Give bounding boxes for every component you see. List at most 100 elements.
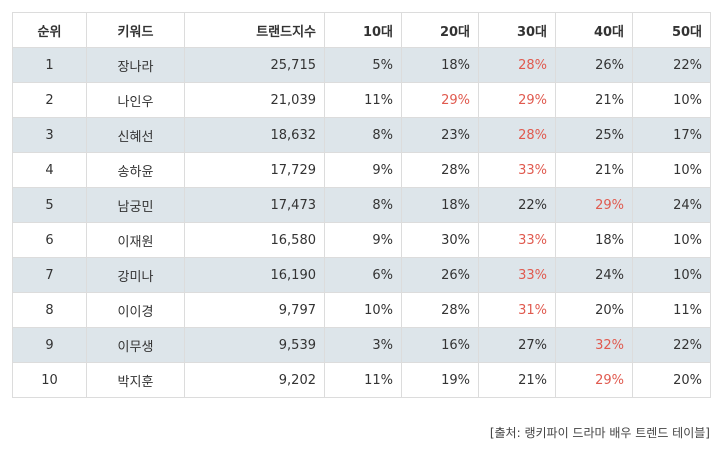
cell-trend-index: 17,729 — [184, 152, 325, 188]
header-age-30s: 30대 — [478, 12, 556, 48]
cell-age-40s: 21% — [555, 152, 633, 188]
cell-age-40s: 18% — [555, 222, 633, 258]
cell-age-20s: 19% — [401, 362, 479, 398]
cell-age-40s: 24% — [555, 257, 633, 293]
trend-ranking-table: 순위 키워드 트랜드지수 10대 20대 30대 40대 50대 1 장나라 25,… — [12, 12, 711, 398]
cell-keyword: 장나라 — [86, 47, 185, 83]
cell-age-20s: 28% — [401, 152, 479, 188]
cell-age-30s: 28% — [478, 47, 556, 83]
cell-age-10s: 10% — [324, 292, 402, 328]
header-age-40s: 40대 — [555, 12, 633, 48]
cell-age-40s: 20% — [555, 292, 633, 328]
cell-trend-index: 18,632 — [184, 117, 325, 153]
cell-age-40s: 29% — [555, 187, 633, 223]
table-body: 1 장나라 25,715 5% 18% 28% 26% 22% 2 나인우 21,039 11% 29%… — [12, 47, 711, 398]
cell-rank: 7 — [12, 257, 87, 293]
table-header-row: 순위 키워드 트랜드지수 10대 20대 30대 40대 50대 — [12, 12, 711, 48]
cell-age-50s: 10% — [632, 152, 711, 188]
table-row: 8 이이경 9,797 10% 28% 31% 20% 11% — [12, 292, 711, 328]
table-row: 4 송하윤 17,729 9% 28% 33% 21% 10% — [12, 152, 711, 188]
cell-age-50s: 22% — [632, 47, 711, 83]
cell-age-20s: 23% — [401, 117, 479, 153]
cell-rank: 10 — [12, 362, 87, 398]
cell-rank: 2 — [12, 82, 87, 118]
cell-age-10s: 6% — [324, 257, 402, 293]
cell-age-10s: 11% — [324, 362, 402, 398]
cell-age-30s: 21% — [478, 362, 556, 398]
cell-trend-index: 9,797 — [184, 292, 325, 328]
cell-age-40s: 29% — [555, 362, 633, 398]
cell-age-10s: 9% — [324, 222, 402, 258]
cell-age-10s: 11% — [324, 82, 402, 118]
cell-trend-index: 9,539 — [184, 327, 325, 363]
cell-rank: 3 — [12, 117, 87, 153]
cell-age-30s: 22% — [478, 187, 556, 223]
cell-trend-index: 9,202 — [184, 362, 325, 398]
cell-age-10s: 8% — [324, 187, 402, 223]
cell-age-40s: 26% — [555, 47, 633, 83]
cell-keyword: 이재원 — [86, 222, 185, 258]
header-keyword: 키워드 — [86, 12, 185, 48]
cell-rank: 8 — [12, 292, 87, 328]
table-row: 10 박지훈 9,202 11% 19% 21% 29% 20% — [12, 362, 711, 398]
cell-age-50s: 24% — [632, 187, 711, 223]
cell-age-20s: 30% — [401, 222, 479, 258]
cell-age-30s: 31% — [478, 292, 556, 328]
cell-age-40s: 32% — [555, 327, 633, 363]
cell-keyword: 신혜선 — [86, 117, 185, 153]
cell-trend-index: 25,715 — [184, 47, 325, 83]
cell-age-20s: 16% — [401, 327, 479, 363]
cell-keyword: 나인우 — [86, 82, 185, 118]
cell-trend-index: 17,473 — [184, 187, 325, 223]
cell-age-10s: 3% — [324, 327, 402, 363]
cell-keyword: 이이경 — [86, 292, 185, 328]
header-age-20s: 20대 — [401, 12, 479, 48]
cell-age-20s: 18% — [401, 187, 479, 223]
cell-age-10s: 8% — [324, 117, 402, 153]
cell-rank: 9 — [12, 327, 87, 363]
cell-rank: 6 — [12, 222, 87, 258]
table-row: 6 이재원 16,580 9% 30% 33% 18% 10% — [12, 222, 711, 258]
ranking-table-container: 순위 키워드 트랜드지수 10대 20대 30대 40대 50대 1 장나라 25,… — [12, 12, 711, 398]
cell-rank: 5 — [12, 187, 87, 223]
cell-age-50s: 10% — [632, 222, 711, 258]
table-row: 3 신혜선 18,632 8% 23% 28% 25% 17% — [12, 117, 711, 153]
cell-age-40s: 21% — [555, 82, 633, 118]
cell-age-20s: 29% — [401, 82, 479, 118]
cell-age-30s: 29% — [478, 82, 556, 118]
cell-age-10s: 5% — [324, 47, 402, 83]
cell-rank: 4 — [12, 152, 87, 188]
source-caption: [출처: 랭키파이 드라마 배우 트렌드 테이블] — [489, 426, 710, 440]
cell-age-30s: 33% — [478, 222, 556, 258]
table-row: 9 이무생 9,539 3% 16% 27% 32% 22% — [12, 327, 711, 363]
cell-age-20s: 28% — [401, 292, 479, 328]
cell-trend-index: 21,039 — [184, 82, 325, 118]
cell-age-50s: 10% — [632, 82, 711, 118]
table-row: 2 나인우 21,039 11% 29% 29% 21% 10% — [12, 82, 711, 118]
cell-age-30s: 33% — [478, 152, 556, 188]
cell-keyword: 송하윤 — [86, 152, 185, 188]
cell-trend-index: 16,580 — [184, 222, 325, 258]
cell-keyword: 강미나 — [86, 257, 185, 293]
cell-age-20s: 18% — [401, 47, 479, 83]
cell-age-30s: 28% — [478, 117, 556, 153]
header-trend-index: 트랜드지수 — [184, 12, 325, 48]
cell-rank: 1 — [12, 47, 87, 83]
cell-age-50s: 20% — [632, 362, 711, 398]
cell-age-50s: 10% — [632, 257, 711, 293]
table-row: 1 장나라 25,715 5% 18% 28% 26% 22% — [12, 47, 711, 83]
header-age-10s: 10대 — [324, 12, 402, 48]
cell-age-50s: 17% — [632, 117, 711, 153]
cell-age-30s: 33% — [478, 257, 556, 293]
cell-keyword: 남궁민 — [86, 187, 185, 223]
header-rank: 순위 — [12, 12, 87, 48]
cell-age-30s: 27% — [478, 327, 556, 363]
cell-age-10s: 9% — [324, 152, 402, 188]
header-age-50s: 50대 — [632, 12, 711, 48]
cell-keyword: 박지훈 — [86, 362, 185, 398]
cell-keyword: 이무생 — [86, 327, 185, 363]
cell-age-50s: 11% — [632, 292, 711, 328]
table-row: 7 강미나 16,190 6% 26% 33% 24% 10% — [12, 257, 711, 293]
cell-age-40s: 25% — [555, 117, 633, 153]
table-row: 5 남궁민 17,473 8% 18% 22% 29% 24% — [12, 187, 711, 223]
